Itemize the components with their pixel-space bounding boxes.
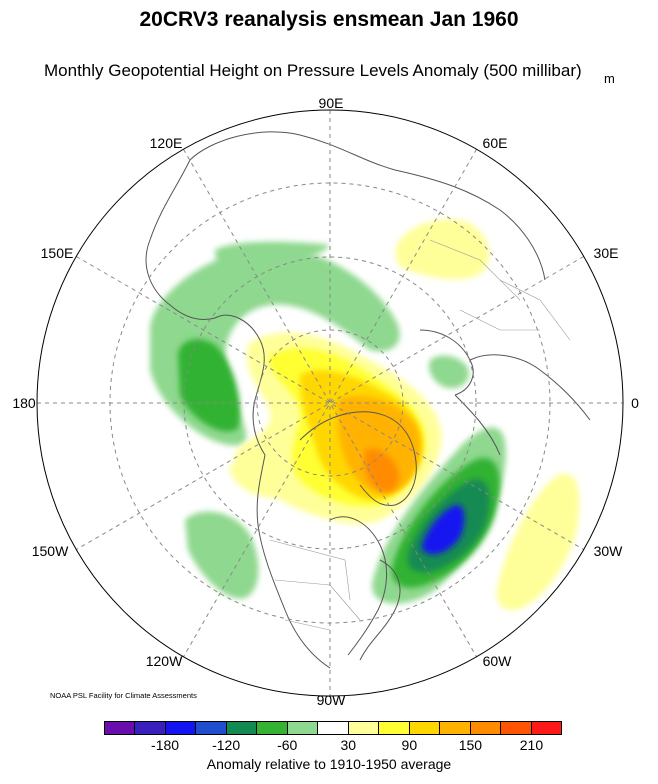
chart-title: 20CRV3 reanalysis ensmean Jan 1960 [139, 8, 519, 31]
colorbar-tick-label: -120 [212, 737, 241, 753]
colorbar-tick-label: 30 [340, 737, 357, 753]
colorbar-segment [440, 722, 471, 734]
lon-label-120w: 120W [145, 653, 183, 669]
anomaly-field [150, 219, 580, 611]
colorbar-segment [287, 722, 319, 734]
colorbar-ticks: -180 -120 -60 30 90 150 210 [104, 737, 562, 755]
colorbar-segment [105, 722, 136, 734]
map-boundary [36, 109, 624, 697]
graticule [37, 110, 623, 696]
alaska-positive [229, 459, 294, 498]
greenland-positive-150 [364, 448, 399, 493]
northeast-pacific-negative [185, 511, 259, 599]
colorbar-segment [257, 722, 288, 734]
colorbar-segment [531, 722, 562, 734]
colorbar-tick-label: 210 [519, 737, 544, 753]
colorbar-segment [165, 722, 197, 734]
colorbar-tick-label: -180 [151, 737, 180, 753]
colorbar-segment [470, 722, 502, 734]
lon-label-120e: 120E [149, 135, 183, 151]
colorbar-segment [226, 722, 258, 734]
coastlines [145, 131, 591, 669]
colorbar-segment [135, 722, 166, 734]
lon-label-0: 0 [631, 395, 639, 411]
europe-negative-spot [429, 355, 469, 389]
colorbar-label: Anomaly relative to 1910-1950 average [206, 756, 452, 772]
lon-label-180: 180 [12, 395, 36, 411]
colorbar [104, 721, 562, 735]
colorbar-segment [318, 722, 349, 734]
meridian-30e-150w [76, 256, 584, 550]
greenland-positive-120 [337, 396, 421, 494]
siberia-arc [215, 241, 330, 272]
colorbar-segment [348, 722, 380, 734]
colorbar-segment [196, 722, 227, 734]
credit-text: NOAA PSL Facility for Climate Assessment… [50, 691, 197, 700]
lon-label-60w: 60W [482, 653, 512, 669]
atlantic-negative-180 [421, 505, 465, 555]
colorbar-tick-label: -60 [277, 737, 298, 753]
colorbar-tick-label: 90 [401, 737, 418, 753]
russia-positive [395, 219, 490, 280]
meridian-120e-60w [183, 149, 477, 657]
chart-subtitle: Monthly Geopotential Height on Pressure … [44, 61, 582, 80]
lon-label-30e: 30E [593, 245, 619, 261]
lon-label-60e: 60E [482, 135, 508, 151]
latitude-circle-70n [256, 329, 404, 477]
meridian-150e-30w [76, 256, 584, 550]
unit-label: m [604, 71, 615, 86]
negative-anomaly-ring-inner [178, 339, 240, 432]
colorbar-segment [409, 722, 441, 734]
lon-label-90w: 90W [316, 692, 346, 708]
colorbar-segment [379, 722, 410, 734]
east-atlantic-positive [496, 473, 580, 611]
lon-label-150w: 150W [31, 543, 69, 559]
lon-label-30w: 30W [593, 543, 623, 559]
colorbar-tick-label: 150 [458, 737, 483, 753]
lon-label-90e: 90E [318, 95, 344, 111]
meridian-60e-120w [183, 149, 477, 657]
colorbar-segment [501, 722, 532, 734]
lon-label-150e: 150E [40, 245, 74, 261]
